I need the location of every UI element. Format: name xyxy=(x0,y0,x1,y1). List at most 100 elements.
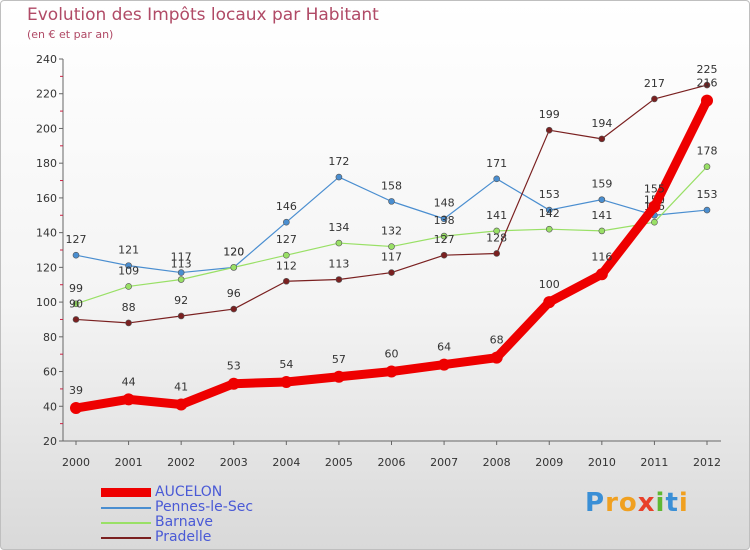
data-point-pradelle xyxy=(283,277,290,285)
data-label-barnave: 134 xyxy=(328,221,349,234)
data-label-aucelon: 216 xyxy=(697,77,718,90)
data-point-aucelon xyxy=(332,370,345,383)
data-label-barnave: 99 xyxy=(69,282,83,295)
data-label-pradelle: 127 xyxy=(434,233,455,246)
data-point-aucelon xyxy=(648,200,661,213)
legend-swatch xyxy=(101,537,151,539)
data-point-aucelon xyxy=(438,358,451,371)
data-point-barnave xyxy=(230,264,238,271)
data-point-pennes-le-sec xyxy=(388,198,395,205)
data-point-barnave xyxy=(335,239,343,247)
x-tick-label: 2007 xyxy=(430,456,458,469)
data-point-pradelle xyxy=(651,95,658,103)
y-tick-label: 220 xyxy=(36,88,57,101)
y-tick-label: 160 xyxy=(36,192,57,205)
x-tick-label: 2009 xyxy=(535,456,563,469)
data-point-pennes-le-sec xyxy=(703,206,711,214)
brand-logo: Proxiti xyxy=(585,488,689,518)
chart-title: Evolution des Impôts locaux par Habitant xyxy=(27,5,379,25)
data-point-barnave xyxy=(177,276,185,283)
x-tick-label: 2003 xyxy=(220,456,248,469)
logo-letter: P xyxy=(585,488,606,518)
y-tick-label: 60 xyxy=(43,366,57,379)
x-tick-label: 2004 xyxy=(272,456,300,469)
y-tick-label: 120 xyxy=(36,261,57,274)
data-point-pennes-le-sec xyxy=(493,175,500,183)
data-point-aucelon xyxy=(543,296,556,309)
logo-letter: x xyxy=(637,488,656,518)
data-label-aucelon: 39 xyxy=(69,384,83,397)
data-point-barnave xyxy=(598,227,606,235)
legend-label: Pradelle xyxy=(155,529,212,545)
data-point-aucelon xyxy=(70,402,82,415)
y-tick-label: 100 xyxy=(36,296,57,309)
data-point-pradelle xyxy=(440,251,448,259)
logo-letter: r xyxy=(605,488,619,518)
data-point-barnave xyxy=(703,163,711,170)
data-label-pradelle: 225 xyxy=(697,63,718,76)
logo-letter: o xyxy=(618,488,638,518)
data-point-barnave xyxy=(545,225,553,233)
data-point-pradelle xyxy=(703,81,711,89)
legend-label: Pennes-le-Sec xyxy=(155,499,254,515)
data-label-pennes-le-sec: 159 xyxy=(591,178,612,191)
data-point-pradelle xyxy=(545,126,553,134)
data-label-pradelle: 199 xyxy=(539,108,560,121)
x-tick-label: 2006 xyxy=(378,456,406,469)
data-label-pennes-le-sec: 158 xyxy=(381,179,402,192)
data-label-pennes-le-sec: 148 xyxy=(434,197,455,210)
data-label-aucelon: 57 xyxy=(332,353,346,366)
data-label-aucelon: 60 xyxy=(385,348,399,361)
data-label-barnave: 113 xyxy=(171,258,192,271)
legend-label: AUCELON xyxy=(155,484,223,500)
x-tick-label: 2012 xyxy=(693,456,721,469)
data-label-pradelle: 96 xyxy=(227,287,241,300)
data-point-pennes-le-sec xyxy=(72,251,80,259)
data-label-pradelle: 113 xyxy=(328,258,349,271)
data-label-pennes-le-sec: 172 xyxy=(328,155,349,168)
data-point-pradelle xyxy=(72,316,80,323)
chart-subtitle: (en € et par an) xyxy=(27,28,114,41)
data-label-aucelon: 155 xyxy=(644,183,665,196)
data-label-pennes-le-sec: 146 xyxy=(276,200,297,213)
x-tick-label: 2010 xyxy=(588,456,616,469)
x-tick-label: 2000 xyxy=(62,456,90,469)
data-label-pennes-le-sec: 171 xyxy=(486,157,507,170)
data-point-pradelle xyxy=(388,269,395,276)
data-point-aucelon xyxy=(122,393,135,406)
data-point-aucelon xyxy=(227,377,240,390)
data-point-aucelon xyxy=(280,375,293,388)
legend-label: Barnave xyxy=(155,514,214,530)
y-tick-label: 40 xyxy=(43,400,57,413)
data-label-barnave: 132 xyxy=(381,225,402,238)
data-label-aucelon: 44 xyxy=(122,375,136,388)
data-label-aucelon: 100 xyxy=(539,278,560,291)
data-point-aucelon xyxy=(490,351,503,364)
data-label-barnave: 178 xyxy=(697,145,718,158)
data-label-pradelle: 217 xyxy=(644,77,665,90)
data-label-pradelle: 194 xyxy=(591,117,612,130)
logo-letter: t xyxy=(665,488,679,518)
data-label-barnave: 127 xyxy=(276,233,297,246)
y-tick-label: 20 xyxy=(43,435,57,448)
data-label-aucelon: 116 xyxy=(591,250,612,263)
data-label-pradelle: 92 xyxy=(174,294,188,307)
data-point-pennes-le-sec xyxy=(283,218,290,226)
data-point-aucelon xyxy=(701,94,713,107)
data-label-barnave: 141 xyxy=(591,209,612,222)
data-label-pennes-le-sec: 153 xyxy=(539,188,560,201)
data-point-aucelon xyxy=(175,398,188,411)
data-point-pennes-le-sec xyxy=(545,206,553,214)
y-tick-label: 140 xyxy=(36,227,57,240)
data-point-pennes-le-sec xyxy=(598,196,606,203)
data-label-pradelle: 128 xyxy=(486,231,507,244)
x-tick-label: 2008 xyxy=(483,456,511,469)
data-label-pennes-le-sec: 120 xyxy=(223,245,244,258)
data-point-pradelle xyxy=(125,319,132,327)
data-point-pennes-le-sec xyxy=(335,173,343,181)
data-point-pradelle xyxy=(493,250,500,257)
data-point-pennes-le-sec xyxy=(440,215,448,223)
data-label-barnave: 120 xyxy=(223,245,244,258)
x-tick-label: 2002 xyxy=(167,456,195,469)
